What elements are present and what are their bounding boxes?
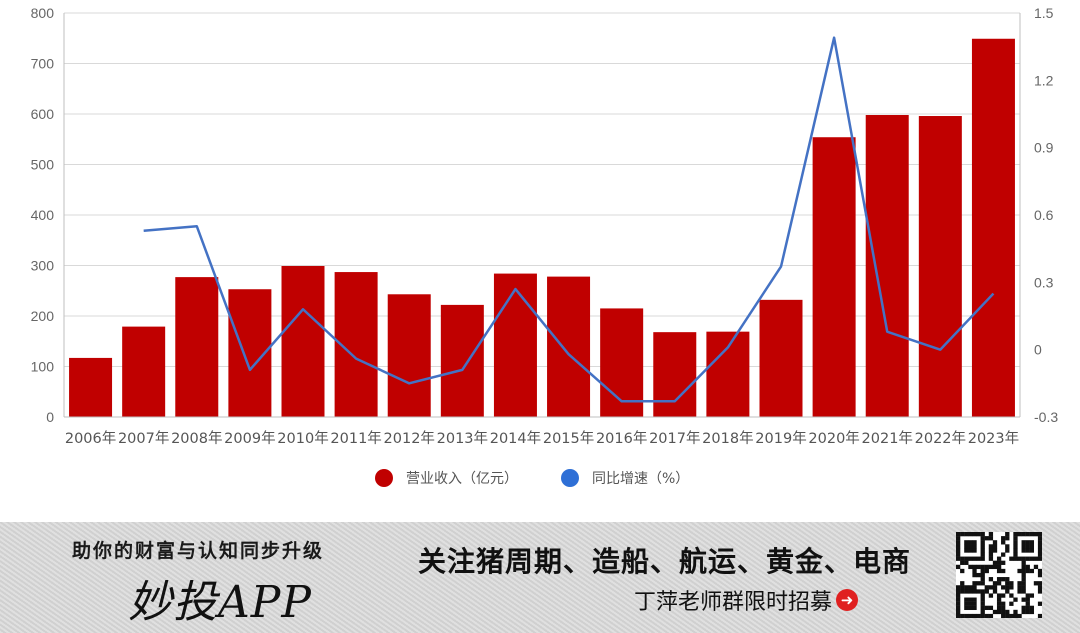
x-tick-label: 2017年: [649, 430, 700, 447]
x-tick-label: 2011年: [330, 430, 381, 447]
left-tick-label: 300: [31, 258, 55, 274]
brand-logo: 妙投APP: [128, 577, 312, 628]
x-tick-label: 2015年: [543, 430, 594, 447]
chart: 0 100 200 300 400 500 600 700 800 -0.3 0 0.3 0.6 0.9 1…: [31, 5, 1058, 487]
legend-label: 营业收入（亿元）: [406, 471, 518, 487]
x-tick-label: 2013年: [437, 430, 488, 447]
x-tick-label: 2007年: [118, 430, 169, 447]
promo-banner[interactable]: 助你的财富与认知同步升级 妙投APP 关注猪周期、造船、航运、黄金、电商 丁萍老…: [0, 522, 1080, 633]
arrow-right-circle-icon[interactable]: ➜: [836, 589, 859, 611]
bar: [865, 115, 909, 417]
bar: [281, 266, 325, 417]
recruit-text: 丁萍老师群限时招募: [634, 590, 833, 615]
x-tick-label: 2014年: [490, 430, 541, 447]
legend-label: 同比增速（%）: [592, 471, 689, 487]
x-tick-label: 2008年: [171, 430, 222, 447]
right-tick-label: 1.2: [1034, 72, 1054, 88]
legend-marker: [561, 469, 579, 487]
bar: [918, 116, 962, 418]
bar: [706, 331, 750, 417]
x-tick-label: 2023年: [968, 430, 1019, 447]
x-tick-label: 2022年: [915, 430, 966, 447]
x-tick-label: 2018年: [702, 430, 753, 447]
left-tick-label: 600: [31, 106, 55, 122]
banner-slogan: 助你的财富与认知同步升级: [72, 540, 325, 562]
right-tick-label: 0: [1034, 342, 1042, 358]
x-tick-label: 2020年: [808, 430, 859, 447]
bar: [122, 326, 166, 417]
right-tick-label: 0.9: [1034, 140, 1054, 156]
left-tick-label: 400: [31, 207, 55, 223]
left-tick-label: 700: [31, 56, 55, 72]
bar: [440, 304, 484, 417]
bar: [175, 277, 219, 417]
x-tick-label: 2016年: [596, 430, 647, 447]
right-tick-label: 1.5: [1034, 5, 1054, 21]
bar: [69, 357, 113, 417]
x-tick-label: 2012年: [384, 430, 435, 447]
right-tick-label: 0.3: [1034, 274, 1054, 290]
banner-topics: 关注猪周期、造船、航运、黄金、电商: [418, 545, 912, 578]
left-tick-label: 500: [31, 157, 55, 173]
bar: [547, 276, 591, 417]
bar: [653, 332, 697, 417]
legend-marker: [375, 469, 393, 487]
left-tick-label: 100: [31, 359, 55, 375]
bar: [759, 299, 803, 417]
bar: [971, 38, 1015, 417]
x-tick-label: 2009年: [224, 430, 275, 447]
bar: [812, 137, 856, 418]
bar: [493, 273, 537, 417]
bar: [387, 294, 431, 417]
left-tick-label: 800: [31, 5, 55, 21]
x-tick-label: 2021年: [862, 430, 913, 447]
recruit-link[interactable]: 丁萍老师群限时招募 ➜: [634, 584, 859, 616]
right-tick-label: 0.6: [1034, 207, 1054, 223]
x-tick-label: 2010年: [277, 430, 328, 447]
x-tick-label: 2006年: [65, 430, 116, 447]
x-tick-label: 2019年: [755, 430, 806, 447]
bar: [600, 308, 644, 417]
qr-code-icon[interactable]: [956, 532, 1042, 618]
right-tick-label: -0.3: [1034, 409, 1058, 425]
left-tick-label: 0: [46, 409, 54, 425]
left-tick-label: 200: [31, 308, 55, 324]
